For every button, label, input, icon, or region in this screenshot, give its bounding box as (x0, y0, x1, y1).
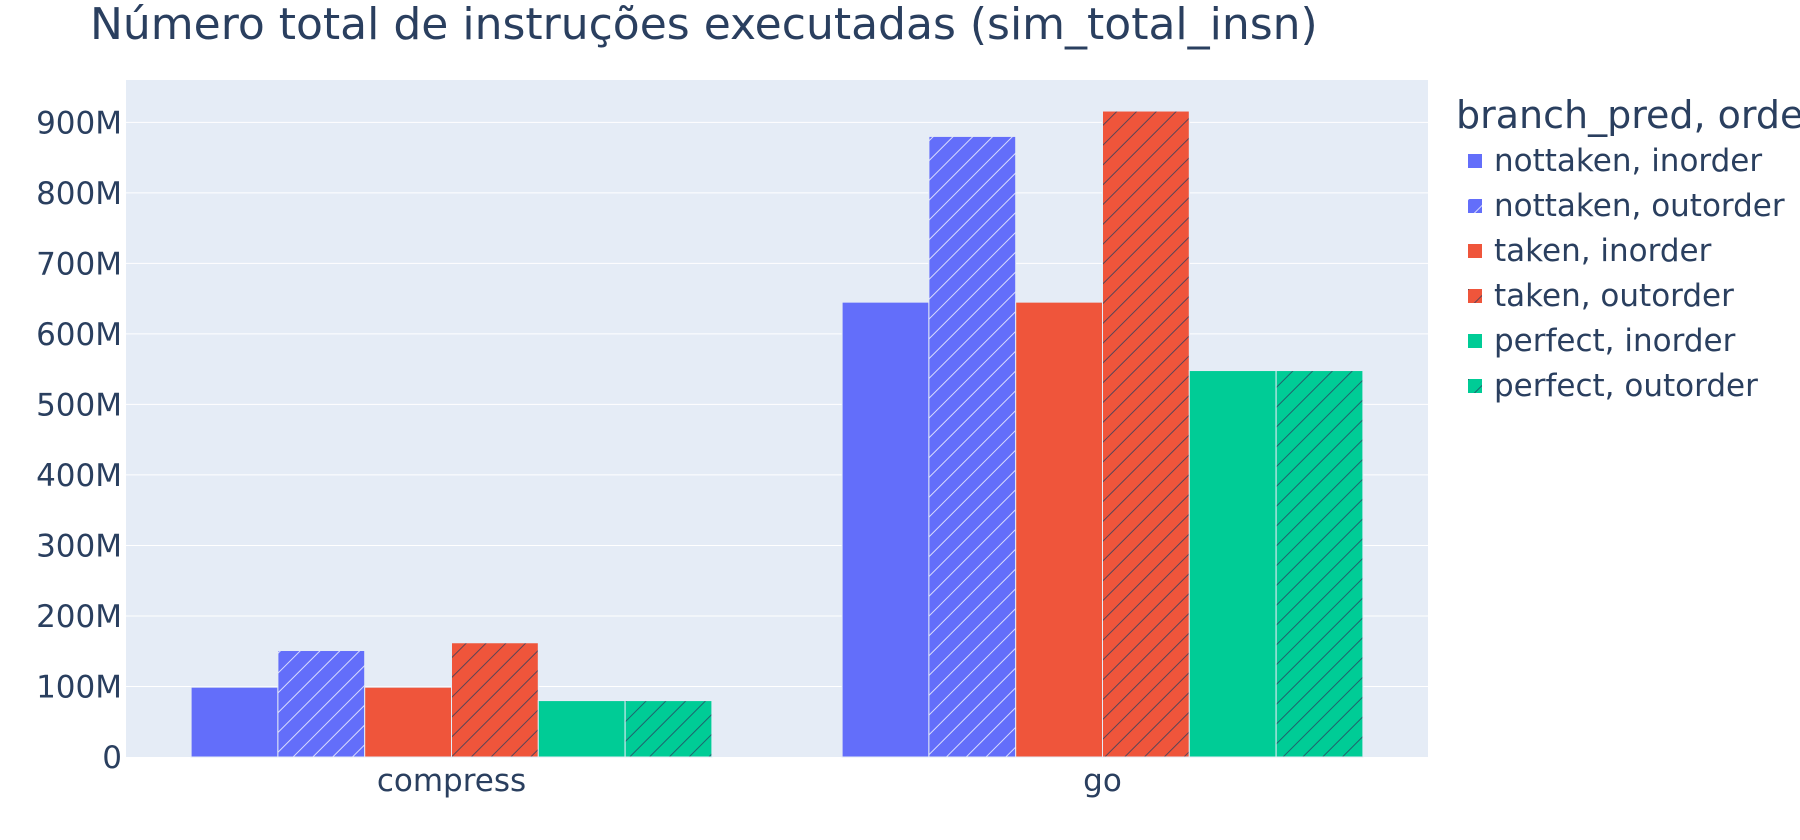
bar-compress-series-4 (537, 700, 626, 758)
legend-swatch (1468, 198, 1482, 213)
legend-swatch (1468, 333, 1482, 348)
legend-item[interactable]: perfect, outorder (1468, 363, 1800, 408)
bar-go-series-3 (1102, 110, 1190, 758)
y-tick-label: 600M (36, 317, 122, 353)
bar-go-series-2 (1015, 301, 1104, 758)
bar-go-series-5 (1275, 370, 1364, 758)
bar-go-series-4 (1188, 370, 1277, 758)
legend-label: taken, inorder (1494, 232, 1712, 269)
legend-swatch (1468, 243, 1482, 258)
bar-compress-series-2 (364, 686, 453, 758)
legend-item[interactable]: taken, outorder (1468, 273, 1800, 318)
legend-label: taken, outorder (1494, 277, 1734, 314)
bar-compress-series-1 (277, 650, 366, 758)
legend: branch_pred, order nottaken, inorder nott… (1456, 92, 1800, 408)
y-tick-label: 400M (36, 458, 122, 494)
x-tick-label: go (1083, 763, 1122, 799)
y-tick-label: 200M (36, 599, 122, 635)
y-tick-label: 300M (36, 528, 122, 564)
x-axis-ticks: compress go (377, 763, 1122, 799)
bar-go-series-1 (928, 135, 1017, 758)
x-tick-label: compress (377, 763, 526, 799)
bar-go-series-0 (841, 301, 930, 758)
legend-swatch (1468, 378, 1482, 393)
legend-label: perfect, inorder (1494, 322, 1736, 359)
legend-title: branch_pred, order (1456, 93, 1800, 137)
legend-item[interactable]: nottaken, outorder (1468, 183, 1800, 228)
legend-item[interactable]: perfect, inorder (1468, 318, 1800, 363)
chart-title: Número total de instruções executadas (s… (90, 0, 1318, 50)
legend-label: nottaken, inorder (1494, 142, 1763, 179)
legend-item[interactable]: taken, inorder (1468, 228, 1800, 273)
y-tick-label: 700M (36, 246, 122, 282)
y-tick-label: 500M (36, 387, 122, 423)
y-tick-label: 0 (102, 740, 122, 776)
y-tick-label: 100M (36, 669, 122, 705)
y-tick-label: 800M (36, 176, 122, 212)
bars (190, 110, 1364, 758)
bar-compress-series-3 (451, 642, 539, 758)
bar-compress-series-5 (624, 700, 713, 758)
legend-item[interactable]: nottaken, inorder (1468, 138, 1800, 183)
legend-swatch (1468, 288, 1482, 303)
bar-compress-series-0 (190, 686, 279, 758)
legend-label: nottaken, outorder (1494, 187, 1785, 224)
y-axis-ticks: 0 100M 200M 300M 400M 500M 600M 700M 800M 900M (36, 105, 122, 776)
legend-swatch (1468, 153, 1482, 168)
legend-items: nottaken, inorder nottaken, outorder taken… (1456, 138, 1800, 408)
legend-label: perfect, outorder (1494, 367, 1758, 404)
y-tick-label: 900M (36, 105, 122, 141)
